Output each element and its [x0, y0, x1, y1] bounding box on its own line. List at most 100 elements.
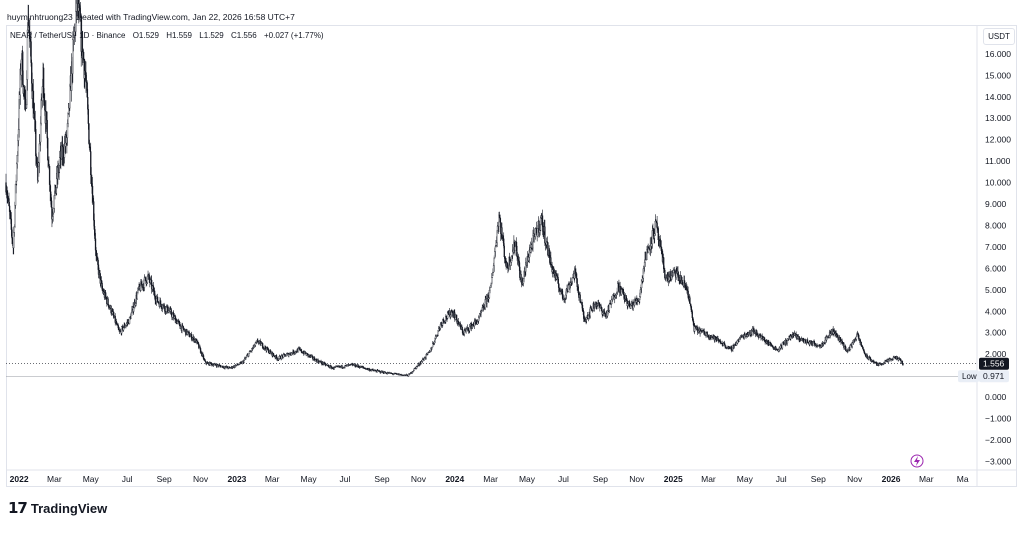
x-tick-label: May: [83, 474, 100, 484]
ohlc-legend: NEAR / TetherUS · 1D · Binance O 1.529 H 1…: [10, 31, 324, 40]
candle-body: [562, 293, 564, 300]
x-tick-label: Nov: [193, 474, 209, 484]
candle-body: [537, 228, 539, 237]
y-tick-label: 10.000: [985, 178, 1011, 188]
y-tick-label: 0.000: [985, 392, 1007, 402]
y-tick-label: 2.000: [985, 349, 1007, 359]
candle-body: [902, 363, 904, 365]
candle-body: [489, 287, 491, 291]
x-tick-label: Jul: [122, 474, 133, 484]
candle-body: [69, 85, 71, 109]
candle-body: [107, 298, 109, 305]
close-value: 1.556: [236, 31, 257, 40]
x-tick-label: Sep: [374, 474, 389, 484]
change-value: +0.027 (+1.77%): [264, 31, 324, 40]
candle-body: [850, 344, 852, 346]
candle-body: [11, 229, 13, 239]
candle-body: [520, 273, 522, 283]
candle-body: [647, 248, 649, 253]
low-value-badge: [979, 370, 1009, 383]
candle-body: [618, 282, 620, 292]
y-tick-label: 4.000: [985, 306, 1007, 316]
candle-body: [47, 137, 49, 161]
candle-body: [133, 307, 135, 312]
x-tick-label: 2025: [664, 474, 683, 484]
x-tick-label: Jul: [776, 474, 787, 484]
candle-body: [300, 349, 303, 353]
y-tick-label: 12.000: [985, 135, 1011, 145]
candle-body: [179, 322, 181, 327]
candle-body: [28, 19, 30, 27]
candle-body: [289, 353, 291, 355]
low-value: 1.529: [203, 31, 224, 40]
tradingview-logo[interactable]: 17 TradingView: [8, 499, 107, 517]
y-tick-label: −1.000: [985, 414, 1012, 424]
x-tick-label: Mar: [265, 474, 280, 484]
y-tick-label: 8.000: [985, 220, 1007, 230]
close-label: C: [230, 31, 237, 40]
open-label: O: [132, 31, 139, 40]
x-tick-label: May: [519, 474, 536, 484]
candle-body: [689, 297, 691, 304]
x-tick-label: 2024: [445, 474, 464, 484]
x-tick-label: Mar: [483, 474, 498, 484]
candle-body: [514, 246, 516, 251]
candle-body: [544, 226, 546, 244]
candle-body: [145, 277, 147, 281]
x-tick-label: Sep: [157, 474, 172, 484]
y-tick-label: −3.000: [985, 456, 1012, 466]
candle-body: [771, 344, 773, 346]
tradingview-wordmark: TradingView: [30, 500, 108, 516]
y-tick-label: 9.000: [985, 199, 1007, 209]
candle-body: [862, 347, 864, 350]
y-tick-label: 5.000: [985, 285, 1007, 295]
x-tick-label: Nov: [847, 474, 863, 484]
candle-body: [38, 143, 41, 163]
candle-body: [167, 305, 169, 313]
candle-body: [99, 270, 101, 274]
candle-body: [491, 275, 494, 278]
candle-body: [581, 304, 584, 311]
high-label: H: [166, 31, 172, 40]
low-value-label: 0.971: [983, 371, 1005, 381]
candle-body: [461, 329, 464, 334]
candle-body: [159, 300, 162, 305]
y-tick-label: 16.000: [985, 49, 1011, 59]
currency-button[interactable]: USDT: [983, 28, 1015, 45]
y-tick-label: −2.000: [985, 435, 1012, 445]
candle-body: [576, 278, 578, 287]
x-tick-label: Mar: [701, 474, 716, 484]
y-tick-label: 6.000: [985, 263, 1007, 273]
y-tick-label: 11.000: [985, 156, 1011, 166]
candle-body: [122, 327, 125, 331]
candle-body: [46, 119, 48, 139]
candle-body: [901, 361, 904, 364]
candle-body: [171, 314, 174, 318]
candle-body: [575, 273, 578, 279]
x-tick-label: Mar: [919, 474, 934, 484]
candle-body: [723, 342, 726, 345]
candle-body: [577, 286, 579, 294]
symbol-label[interactable]: NEAR / TetherUS · 1D · Binance: [10, 31, 126, 40]
tradingview-logo-icon: 17: [8, 499, 28, 517]
x-tick-label: 2026: [882, 474, 901, 484]
candle-body: [691, 311, 693, 318]
y-tick-label: 7.000: [985, 242, 1007, 252]
chart-frame: [6, 25, 1017, 487]
y-tick-label: 13.000: [985, 113, 1011, 123]
candle-body: [30, 41, 32, 63]
x-tick-label: May: [301, 474, 318, 484]
candle-body: [503, 245, 505, 258]
x-tick-label: Nov: [629, 474, 645, 484]
candle-body: [87, 109, 90, 124]
x-tick-label: Mar: [47, 474, 62, 484]
candle-body: [39, 122, 42, 143]
y-tick-label: 3.000: [985, 328, 1007, 338]
low-label: Low: [962, 372, 977, 381]
candle-body: [245, 356, 248, 358]
last-price-badge: [979, 357, 1009, 370]
candle-body: [855, 336, 858, 340]
candle-body: [711, 336, 713, 338]
candle-body: [491, 277, 493, 284]
